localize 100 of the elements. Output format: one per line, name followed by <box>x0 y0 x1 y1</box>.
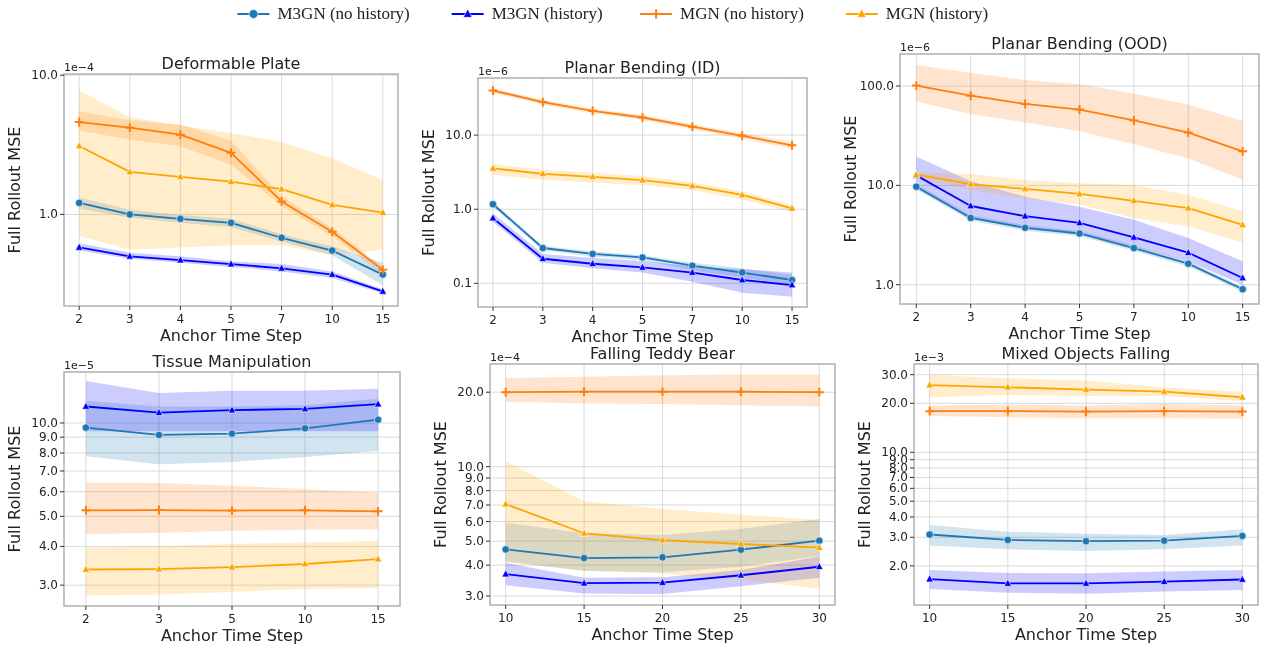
point <box>277 184 286 193</box>
point <box>328 246 337 255</box>
y-tick-label: 9.0 <box>38 430 58 445</box>
chart-title: Falling Teddy Bear <box>589 344 736 363</box>
point <box>658 577 667 586</box>
point <box>374 399 383 408</box>
point <box>300 559 310 568</box>
y-tick-label: 6.0 <box>38 484 58 499</box>
point <box>538 254 547 262</box>
point <box>1129 196 1138 204</box>
point <box>580 554 589 563</box>
y-tick-label: 30.0 <box>881 367 908 382</box>
point <box>588 172 597 180</box>
point <box>538 243 547 253</box>
x-axis-title: Anchor Time Step <box>591 625 734 644</box>
point <box>638 262 647 271</box>
point <box>788 280 797 289</box>
y-tick-label: 10.0 <box>867 178 894 193</box>
point <box>1075 218 1084 226</box>
point <box>374 554 383 563</box>
x-tick-label: 7 <box>1130 310 1138 324</box>
y-tick-label: 0.1 <box>452 276 472 291</box>
point <box>1081 578 1091 587</box>
point <box>912 182 921 191</box>
x-tick-label: 4 <box>1021 310 1029 324</box>
point <box>1184 259 1193 268</box>
point <box>125 210 134 219</box>
y-tick-label: 20.0 <box>881 396 908 411</box>
x-tick-label: 25 <box>1156 611 1172 625</box>
x-tick-label: 10 <box>1180 310 1196 324</box>
point <box>658 535 667 544</box>
x-axis-title: Anchor Time Step <box>160 626 304 645</box>
point <box>815 562 824 570</box>
x-tick-label: 4 <box>588 313 597 327</box>
point <box>925 574 934 583</box>
point <box>300 424 310 433</box>
x-tick-label: 7 <box>688 313 697 327</box>
x-tick-label: 5 <box>228 612 236 626</box>
point <box>488 163 497 172</box>
legend-label: M3GN (history) <box>491 4 603 23</box>
point <box>81 401 90 410</box>
y-tick-label: 5.0 <box>464 534 484 549</box>
y-tick-label: 8.0 <box>38 446 58 461</box>
x-tick-label: 4 <box>176 312 185 326</box>
x-tick-label: 3 <box>125 312 134 326</box>
x-axis-title: Anchor Time Step <box>1014 625 1158 644</box>
point <box>966 213 975 223</box>
y-tick-label: 7.0 <box>38 464 58 479</box>
y-tick-label: 3.0 <box>888 530 908 545</box>
point <box>736 570 745 579</box>
x-tick-label: 30 <box>811 611 827 625</box>
x-tick-label: 2 <box>912 310 921 324</box>
point <box>226 177 236 185</box>
point <box>1075 189 1084 198</box>
point <box>1160 577 1169 585</box>
point <box>125 251 134 260</box>
text: 1e−5 <box>64 359 94 372</box>
point <box>580 528 589 537</box>
x-tick-label: 10 <box>922 611 938 625</box>
point <box>75 141 84 150</box>
point <box>1075 229 1084 238</box>
point <box>488 200 498 209</box>
point <box>1158 405 1170 417</box>
point <box>1002 405 1014 417</box>
point <box>637 112 648 123</box>
point <box>176 172 185 181</box>
chart-title: Deformable Plate <box>161 54 301 73</box>
point <box>658 553 667 562</box>
y-tick-label: 10.0 <box>445 128 472 143</box>
point <box>1003 535 1012 544</box>
x-tick-label: 15 <box>576 611 592 625</box>
point <box>377 264 389 276</box>
x-axis-title: Anchor Time Step <box>159 326 303 345</box>
point <box>378 286 387 295</box>
point <box>501 545 510 554</box>
point <box>738 190 747 199</box>
point <box>1238 574 1247 583</box>
x-tick-label: 30 <box>1234 611 1250 625</box>
chart-title: Mixed Objects Falling <box>1001 344 1171 363</box>
y-tick-label: 5.0 <box>888 494 908 509</box>
x-tick-label: 15 <box>1000 611 1016 625</box>
point <box>1074 104 1085 115</box>
point <box>588 259 597 267</box>
chart-title: Tissue Manipulation <box>151 352 312 371</box>
x-tick-label: 10 <box>324 312 340 326</box>
point <box>176 255 185 264</box>
point <box>378 208 387 216</box>
point <box>154 408 164 416</box>
point <box>1129 244 1138 253</box>
point <box>736 130 748 142</box>
point <box>176 214 185 223</box>
chart-title: Planar Bending (OOD) <box>991 34 1168 53</box>
point <box>1081 384 1091 393</box>
legend-label: MGN (no history) <box>680 4 804 23</box>
point <box>736 545 745 554</box>
point <box>125 167 134 176</box>
y-tick-label: 1.0 <box>874 277 894 292</box>
legend-label: MGN (history) <box>885 4 989 23</box>
point <box>374 415 383 424</box>
y-tick-label: 2.0 <box>888 558 908 573</box>
